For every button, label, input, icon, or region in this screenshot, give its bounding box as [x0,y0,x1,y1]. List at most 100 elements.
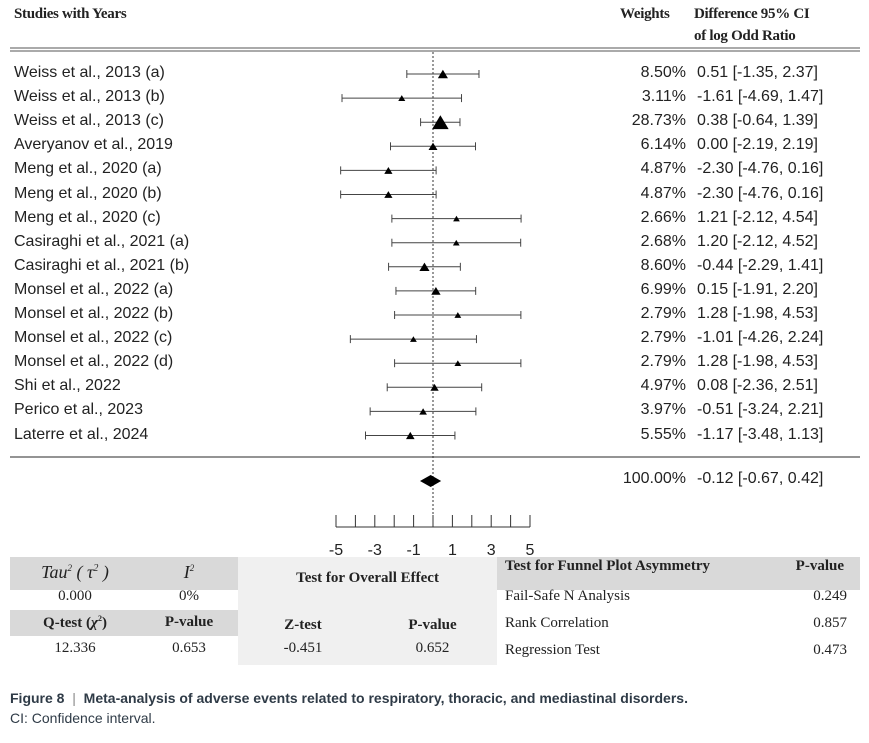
study-weight: 4.87% [640,184,686,202]
tau-label: Tau2 ( τ2 ) [41,562,109,582]
study-ci: 1.21 [-2.12, 4.54] [697,208,818,226]
q-header [10,610,238,636]
overall-effect-panel [238,557,497,665]
study-weight: 6.99% [640,280,686,298]
study-name: Monsel et al., 2022 (d) [14,353,174,371]
q-p-value: 0.653 [172,640,206,656]
study-weight: 4.97% [640,377,686,395]
summary-ci: -0.12 [-0.67, 0.42] [697,470,824,487]
summary-diamond [420,475,442,487]
point-estimate [453,215,460,222]
x-tick-label: -5 [329,542,343,559]
point-estimate [419,262,430,272]
funnel-row-name: Fail-Safe N Analysis [505,588,630,604]
x-tick-label: -1 [406,542,420,559]
overall-p-value: 0.652 [415,640,450,656]
study-name: Laterre et al., 2024 [14,425,149,443]
study-weight: 5.55% [640,425,686,443]
study-weight: 2.66% [640,208,686,226]
study-weight: 2.79% [640,353,686,371]
study-ci: 1.20 [-2.12, 4.52] [697,232,818,250]
point-estimate [398,95,406,102]
x-tick-label: 5 [526,542,535,559]
q-label: Q-test (χ2) [43,614,107,631]
point-estimate [430,383,439,391]
funnel-row-p: 0.857 [813,615,847,631]
x-tick-label: 1 [448,542,457,559]
study-ci: 0.38 [-0.64, 1.39] [697,112,818,130]
point-estimate [405,431,415,440]
header-weights: Weights [620,6,670,22]
funnel-p-label: P-value [795,558,844,574]
point-estimate [384,166,393,174]
q-p-label: P-value [164,614,214,630]
funnel-row-name: Regression Test [505,642,600,658]
study-ci: 1.28 [-1.98, 4.53] [697,305,818,322]
study-name: Casiraghi et al., 2021 (b) [14,256,190,274]
point-estimate [431,286,441,295]
funnel-row-p: 0.473 [813,642,847,658]
study-weight: 2.68% [640,232,686,250]
study-ci: 0.51 [-1.35, 2.37] [697,64,818,81]
study-ci: 0.00 [-2.19, 2.19] [697,136,818,154]
study-name: Weiss et al., 2013 (b) [14,88,165,106]
study-ci: -1.01 [-4.26, 2.24] [697,329,824,347]
point-estimate [454,360,462,367]
study-name: Shi et al., 2022 [14,377,121,395]
header-ci: Difference 95% CI [694,6,810,22]
z-label: Z-test [284,617,322,633]
header-studies: Studies with Years [14,6,127,22]
study-name: Averyanov et al., 2019 [14,136,173,154]
overall-title: Test for Overall Effect [296,570,439,586]
caption-note: CI: Confidence interval. [10,710,156,726]
header-ci-line2: of log Odd Ratio [694,28,796,44]
study-name: Meng et al., 2020 (c) [14,208,161,226]
point-estimate [419,408,427,415]
study-name: Perico et al., 2023 [14,401,143,419]
study-weight: 8.60% [640,256,686,274]
point-estimate [432,115,449,130]
q-value: 12.336 [54,640,96,656]
funnel-header [497,557,860,590]
i2-label: I2 [183,562,195,582]
study-name: Meng et al., 2020 (a) [14,160,162,178]
heterogeneity-header [10,557,238,590]
study-ci: -0.51 [-3.24, 2.21] [697,401,824,419]
study-weight: 8.50% [640,64,686,81]
point-estimate [452,239,460,246]
figure-caption: Figure 8 | Meta-analysis of adverse even… [10,690,688,706]
study-weight: 28.73% [631,112,686,130]
study-name: Monsel et al., 2022 (b) [14,305,174,322]
study-ci: -1.17 [-3.48, 1.13] [697,425,824,443]
study-ci: -1.61 [-4.69, 1.47] [697,88,824,106]
overall-p-label: P-value [408,617,457,633]
study-ci: -0.44 [-2.29, 1.41] [697,256,824,274]
study-weight: 6.14% [640,136,686,154]
i2-value: 0% [179,588,199,604]
funnel-title: Test for Funnel Plot Asymmetry [505,558,710,574]
study-name: Meng et al., 2020 (b) [14,184,162,202]
funnel-row-p: 0.249 [813,588,847,604]
tau-value: 0.000 [58,588,92,604]
study-name: Monsel et al., 2022 (c) [14,329,173,347]
point-estimate [428,142,438,151]
study-ci: 0.15 [-1.91, 2.20] [697,280,818,298]
study-weight: 3.97% [640,401,686,419]
study-ci: -2.30 [-4.76, 0.16] [697,160,824,178]
point-estimate [437,69,448,79]
z-value: -0.451 [283,640,323,656]
study-weight: 2.79% [640,305,686,322]
study-weight: 2.79% [640,329,686,347]
study-name: Weiss et al., 2013 (a) [14,64,165,81]
forest-plot: -5 -3 -1 1 3 5 [10,47,860,559]
study-weight: 4.87% [640,160,686,178]
study-ci: 0.08 [-2.36, 2.51] [697,377,818,395]
point-estimate [454,312,462,318]
study-ci: -2.30 [-4.76, 0.16] [697,184,824,202]
study-weight: 3.11% [641,88,686,106]
point-estimate [384,191,393,198]
x-tick-label: -3 [368,542,382,559]
study-name: Monsel et al., 2022 (a) [14,280,174,298]
study-name: Casiraghi et al., 2021 (a) [14,232,190,250]
funnel-row-name: Rank Correlation [505,615,609,631]
